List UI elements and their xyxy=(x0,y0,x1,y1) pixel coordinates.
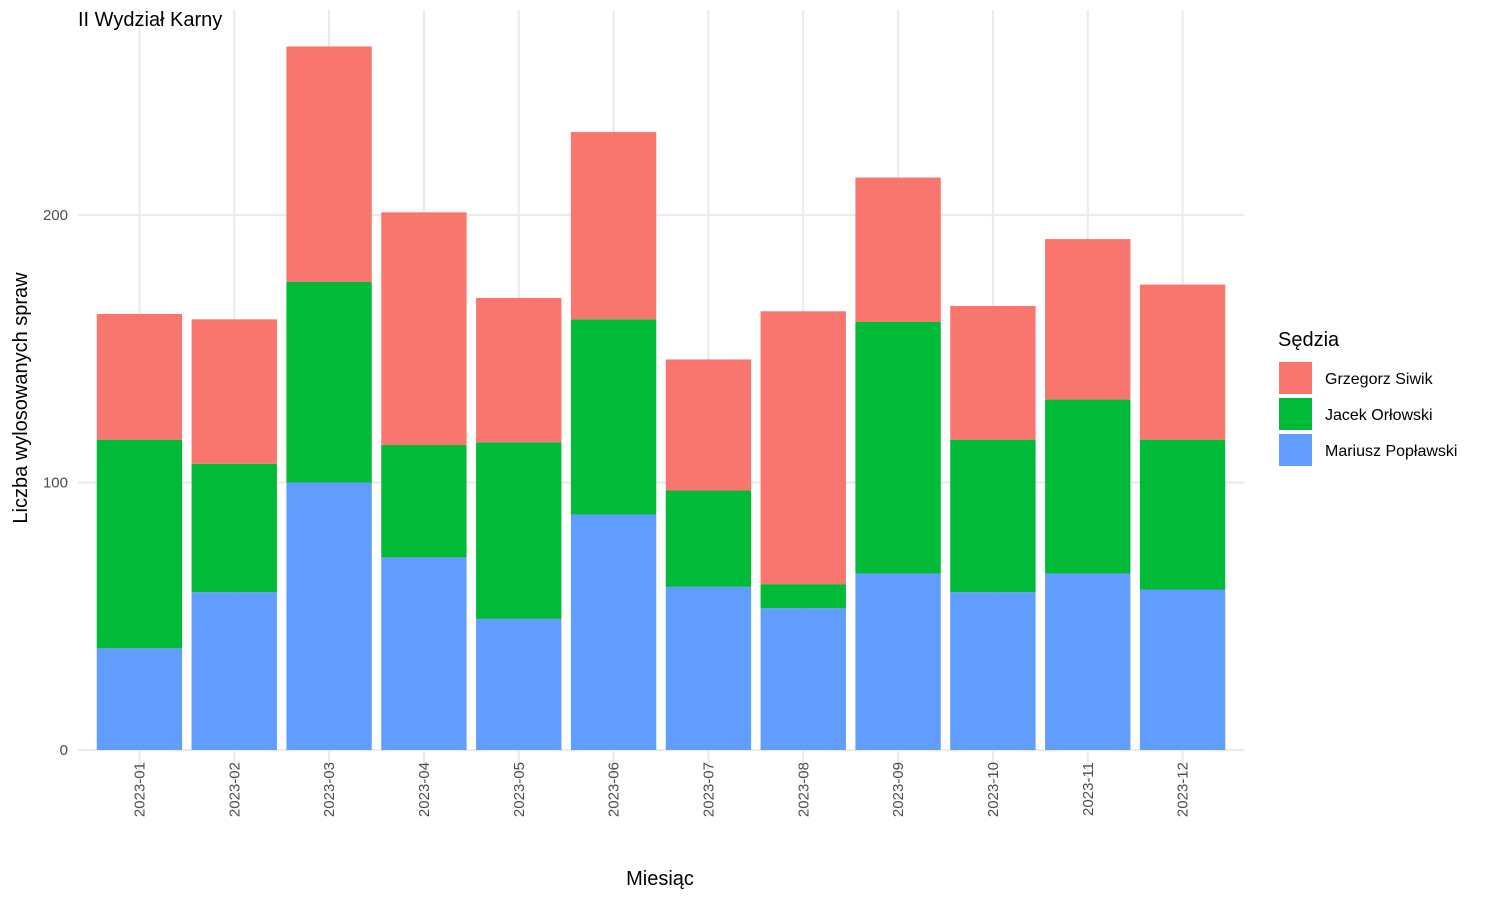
x-tick-label: 2023-06 xyxy=(606,762,623,817)
bar-segment xyxy=(570,132,657,320)
chart-title: II Wydział Karny xyxy=(78,9,222,31)
bar-segment xyxy=(476,297,562,443)
bar-segment xyxy=(286,46,372,282)
y-tick-label: 0 xyxy=(60,742,68,759)
bar-segment xyxy=(1139,439,1226,590)
bar-segment xyxy=(760,311,846,585)
y-axis: 0 100 200 xyxy=(43,207,68,759)
legend-key xyxy=(1279,434,1312,466)
x-tick-label: 2023-02 xyxy=(226,762,243,817)
bar-segment xyxy=(1139,284,1226,440)
legend-label: Grzegorz Siwik xyxy=(1325,371,1434,388)
bar-segment xyxy=(855,177,941,322)
bar-segment xyxy=(665,490,752,587)
bar-segment xyxy=(570,514,657,750)
bar-segment xyxy=(191,319,277,464)
bar-segment xyxy=(760,584,846,609)
bar-segment xyxy=(1139,589,1226,750)
legend-key xyxy=(1279,398,1312,430)
bar-segment xyxy=(855,573,941,750)
legend: Sędzia Grzegorz Siwik Jacek Orłowski Mariu… xyxy=(1278,329,1457,466)
bar-segment xyxy=(855,322,941,574)
y-axis-title: Liczba wylosowanych spraw xyxy=(10,272,32,524)
x-tick-label: 2023-05 xyxy=(511,762,528,817)
x-tick-label: 2023-04 xyxy=(416,762,433,817)
bar-segment xyxy=(476,618,562,750)
bar-segment xyxy=(96,439,183,649)
x-tick-label: 2023-09 xyxy=(890,762,907,817)
bar-segment xyxy=(191,592,277,750)
x-axis: 2023-01 2023-02 2023-03 2023-04 2023-05 2023-… xyxy=(131,762,1191,817)
legend-title: Sędzia xyxy=(1278,329,1340,351)
bar-segment xyxy=(950,305,1036,440)
x-tick-label: 2023-11 xyxy=(1080,762,1097,816)
x-tick-label: 2023-07 xyxy=(700,762,717,817)
bar-segment xyxy=(1045,573,1131,750)
bar-segment xyxy=(950,439,1036,593)
bar-segment xyxy=(950,592,1036,750)
x-tick-label: 2023-12 xyxy=(1175,762,1192,817)
bar-segment xyxy=(760,608,846,750)
bar-segment xyxy=(381,212,467,446)
y-tick-label: 200 xyxy=(43,207,68,224)
legend-label: Mariusz Popławski xyxy=(1325,443,1457,460)
legend-key xyxy=(1279,362,1312,394)
x-tick-label: 2023-10 xyxy=(985,762,1002,817)
bar-segment xyxy=(1045,239,1131,400)
legend-label: Jacek Orłowski xyxy=(1325,407,1433,424)
bar-segment xyxy=(191,463,277,593)
x-tick-label: 2023-01 xyxy=(131,762,148,817)
bar-segment xyxy=(96,648,183,750)
bar-segment xyxy=(286,482,372,750)
y-tick-label: 100 xyxy=(43,475,68,492)
bar-segment xyxy=(381,557,467,750)
bar-segment xyxy=(96,313,183,440)
bar-segment xyxy=(665,359,752,491)
x-tick-label: 2023-08 xyxy=(795,762,812,817)
x-axis-title: Miesiąc xyxy=(626,868,694,890)
bar-segment xyxy=(1045,399,1131,574)
bar-segment xyxy=(570,319,657,515)
x-tick-label: 2023-03 xyxy=(321,762,338,817)
bars xyxy=(96,46,1226,750)
bar-segment xyxy=(381,445,467,558)
bar-segment xyxy=(665,586,752,750)
bar-segment xyxy=(476,442,562,619)
bar-segment xyxy=(286,281,372,483)
